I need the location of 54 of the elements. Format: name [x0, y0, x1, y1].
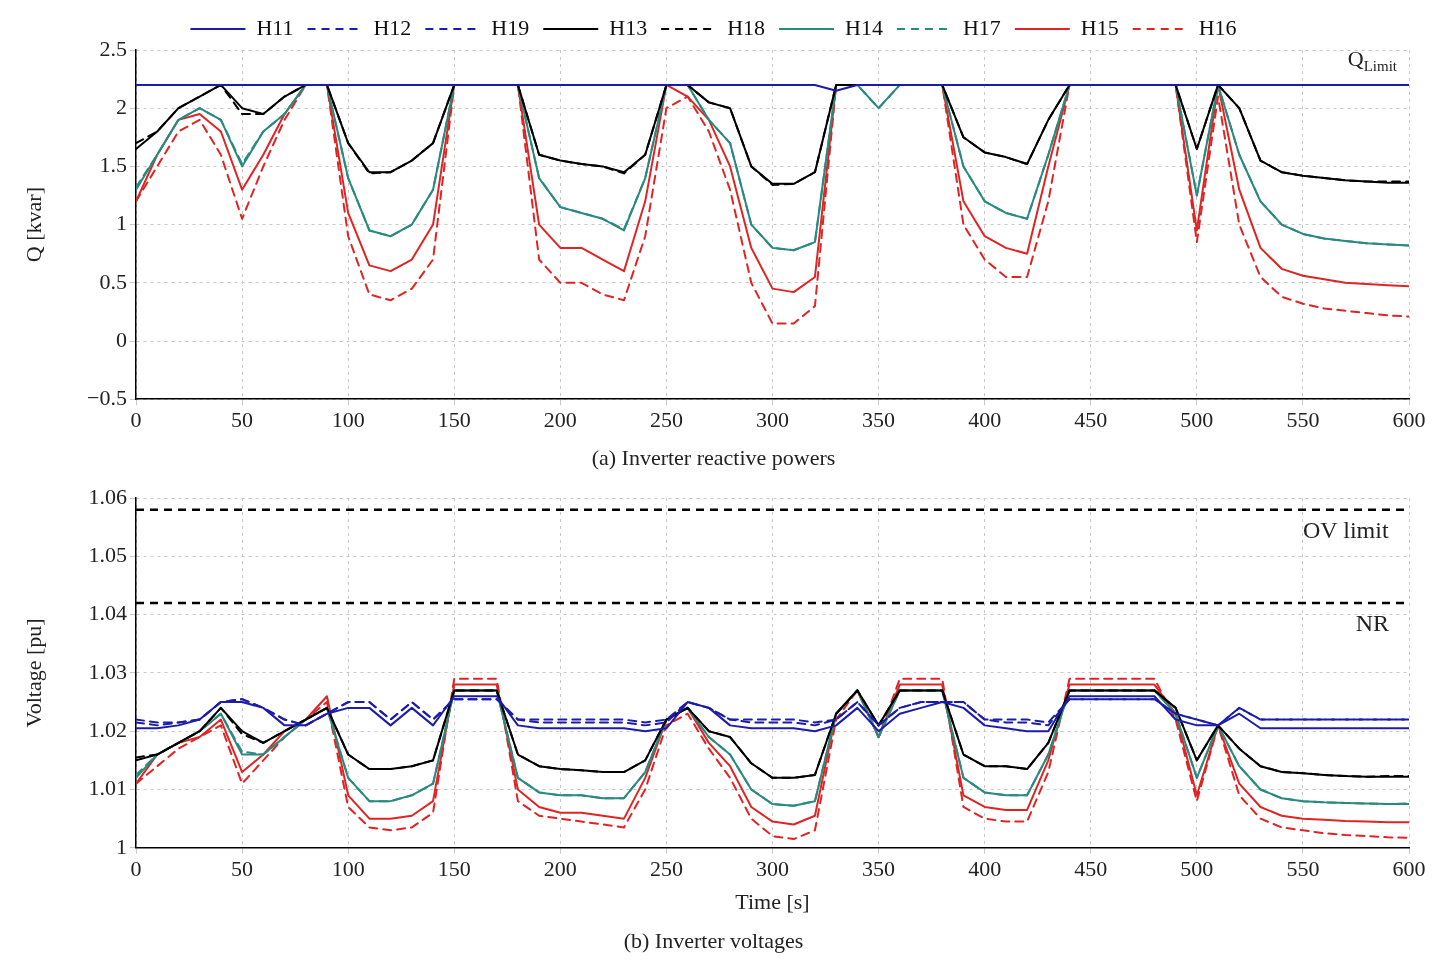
x-tick-label: 250: [649, 407, 683, 433]
y-tick-label: 2: [116, 93, 127, 119]
y-axis-title: Q [kvar]: [20, 187, 46, 263]
x-tick-label: 200: [543, 855, 577, 881]
legend-label: H14: [845, 14, 883, 40]
y-tick-label: 1.5: [99, 152, 127, 178]
y-tick-label: 1.03: [88, 658, 127, 684]
legend-label: H17: [962, 14, 1001, 40]
y-tick-label: 1.05: [88, 542, 127, 568]
y-tick-label: 1: [116, 833, 127, 859]
text: (b) Inverter voltages: [623, 927, 804, 953]
x-tick-label: 350: [862, 855, 896, 881]
y-tick-label: 1.04: [88, 600, 127, 626]
y-tick-label: 1.01: [88, 775, 127, 801]
y-tick-label: 2.5: [99, 35, 127, 61]
text: (a) Inverter reactive powers: [591, 444, 836, 470]
x-tick-label: 350: [862, 407, 896, 433]
x-tick-label: 300: [756, 855, 789, 881]
x-tick-label: 600: [1392, 855, 1426, 881]
x-axis-title: Time [s]: [735, 889, 810, 915]
x-tick-label: 400: [968, 855, 1002, 881]
x-tick-label: 550: [1286, 855, 1320, 881]
x-tick-label: 400: [968, 407, 1002, 433]
x-tick-label: 150: [437, 407, 471, 433]
ref-line-label: OV limit: [1303, 516, 1389, 543]
y-tick-label: −0.5: [87, 384, 127, 410]
x-tick-label: 600: [1392, 407, 1426, 433]
x-tick-label: 50: [231, 855, 254, 881]
y-tick-label: 1.06: [88, 483, 127, 509]
x-tick-label: 100: [331, 407, 365, 433]
legend-label: H11: [256, 14, 294, 40]
legend-label: H19: [491, 14, 530, 40]
x-tick-label: 250: [649, 855, 683, 881]
x-tick-label: 200: [543, 407, 577, 433]
legend-label: H15: [1080, 14, 1119, 40]
legend-label: H12: [373, 14, 412, 40]
y-tick-label: 1: [116, 210, 127, 236]
x-tick-label: 450: [1074, 855, 1108, 881]
y-tick-label: 1.02: [88, 716, 127, 742]
legend-label: H13: [609, 14, 648, 40]
y-tick-label: 0.5: [99, 268, 127, 294]
x-tick-label: 50: [231, 407, 254, 433]
x-tick-label: 450: [1074, 407, 1108, 433]
x-tick-label: 100: [331, 855, 365, 881]
x-tick-label: 500: [1180, 855, 1214, 881]
x-tick-label: 300: [756, 407, 789, 433]
legend-label: H16: [1198, 14, 1237, 40]
y-tick-label: 0: [116, 326, 127, 352]
y-axis-title: Voltage [pu]: [20, 618, 46, 728]
x-tick-label: 550: [1286, 407, 1320, 433]
legend-label: H18: [727, 14, 766, 40]
x-tick-label: 150: [437, 855, 471, 881]
x-tick-label: 500: [1180, 407, 1214, 433]
ref-line-label: NR: [1355, 610, 1389, 637]
